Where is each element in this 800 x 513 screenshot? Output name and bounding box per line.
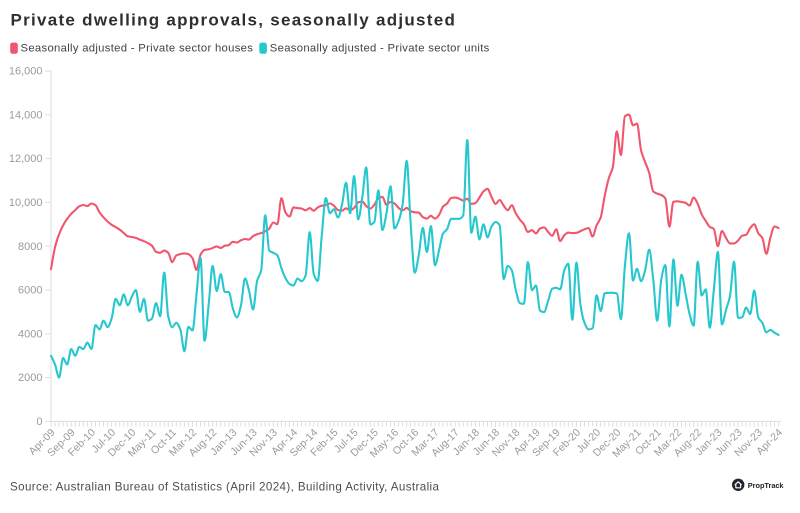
svg-text:12,000: 12,000	[9, 153, 43, 165]
svg-text:14,000: 14,000	[9, 109, 43, 121]
svg-text:10,000: 10,000	[9, 197, 43, 209]
svg-text:Seasonally adjusted - Private: Seasonally adjusted - Private sector uni…	[270, 43, 490, 55]
svg-text:Seasonally adjusted - Private: Seasonally adjusted - Private sector hou…	[21, 43, 254, 55]
svg-text:PropTrack: PropTrack	[748, 481, 785, 490]
svg-text:4000: 4000	[18, 328, 42, 340]
svg-text:8000: 8000	[18, 241, 42, 253]
svg-text:6000: 6000	[18, 285, 42, 297]
svg-text:Source: Australian Bureau of S: Source: Australian Bureau of Statistics …	[10, 481, 440, 494]
svg-text:16,000: 16,000	[9, 66, 43, 78]
svg-text:2000: 2000	[18, 372, 42, 384]
svg-text:Private dwelling approvals, se: Private dwelling approvals, seasonally a…	[11, 11, 457, 30]
svg-text:0: 0	[36, 416, 42, 428]
